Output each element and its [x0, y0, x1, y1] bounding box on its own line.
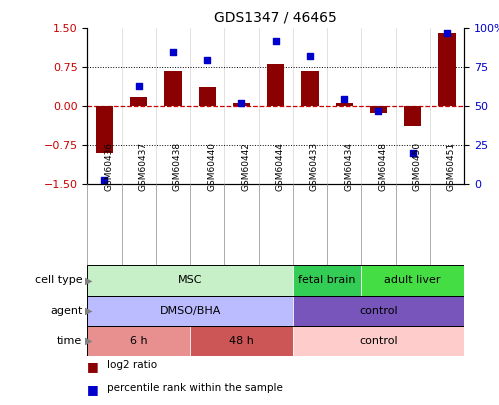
Text: ▶: ▶ — [85, 336, 92, 346]
Title: GDS1347 / 46465: GDS1347 / 46465 — [215, 11, 337, 24]
Text: GSM60444: GSM60444 — [275, 142, 285, 191]
Point — [271, 38, 279, 44]
Text: percentile rank within the sample: percentile rank within the sample — [107, 383, 283, 393]
Bar — [293, 265, 361, 296]
Point — [238, 100, 246, 107]
Text: ▶: ▶ — [85, 306, 92, 316]
Text: control: control — [359, 306, 398, 316]
Text: MSC: MSC — [178, 275, 202, 286]
Bar — [370, 107, 387, 113]
Text: GSM60436: GSM60436 — [104, 142, 113, 191]
Bar — [404, 107, 421, 126]
Point — [100, 176, 108, 183]
Text: control: control — [359, 336, 398, 346]
Bar — [87, 265, 293, 296]
Bar — [199, 87, 216, 107]
Bar — [87, 296, 293, 326]
Text: GSM60440: GSM60440 — [207, 142, 216, 191]
Point — [169, 49, 177, 55]
Bar — [301, 71, 318, 107]
Bar — [439, 32, 456, 107]
Point — [306, 53, 314, 60]
Text: adult liver: adult liver — [384, 275, 441, 286]
Text: GSM60437: GSM60437 — [139, 142, 148, 191]
Bar — [190, 326, 293, 356]
Bar — [293, 296, 464, 326]
Bar — [164, 71, 182, 107]
Point — [374, 108, 382, 114]
Point — [409, 150, 417, 156]
Text: ■: ■ — [87, 360, 99, 373]
Text: ▶: ▶ — [85, 275, 92, 286]
Point — [340, 95, 348, 102]
Bar — [96, 107, 113, 153]
Text: GSM60433: GSM60433 — [310, 142, 319, 191]
Text: GSM60438: GSM60438 — [173, 142, 182, 191]
Text: GSM60450: GSM60450 — [413, 142, 422, 191]
Bar — [87, 326, 464, 356]
Bar — [130, 97, 147, 107]
Bar — [336, 103, 353, 107]
Bar — [87, 296, 464, 326]
Text: 6 h: 6 h — [130, 336, 148, 346]
Text: GSM60434: GSM60434 — [344, 142, 353, 191]
Point — [135, 83, 143, 89]
Bar — [87, 326, 190, 356]
Text: GSM60448: GSM60448 — [378, 142, 387, 191]
Bar — [293, 326, 464, 356]
Bar — [87, 265, 464, 296]
Text: 48 h: 48 h — [229, 336, 254, 346]
Text: time: time — [57, 336, 82, 346]
Bar — [267, 64, 284, 107]
Text: agent: agent — [50, 306, 82, 316]
Point — [203, 56, 211, 63]
Text: ■: ■ — [87, 383, 99, 396]
Text: fetal brain: fetal brain — [298, 275, 356, 286]
Point — [443, 30, 451, 36]
Text: cell type: cell type — [35, 275, 82, 286]
Text: GSM60451: GSM60451 — [447, 142, 456, 191]
Bar — [233, 103, 250, 107]
Bar — [361, 265, 464, 296]
Text: GSM60442: GSM60442 — [242, 142, 250, 191]
Text: DMSO/BHA: DMSO/BHA — [159, 306, 221, 316]
Text: log2 ratio: log2 ratio — [107, 360, 157, 371]
